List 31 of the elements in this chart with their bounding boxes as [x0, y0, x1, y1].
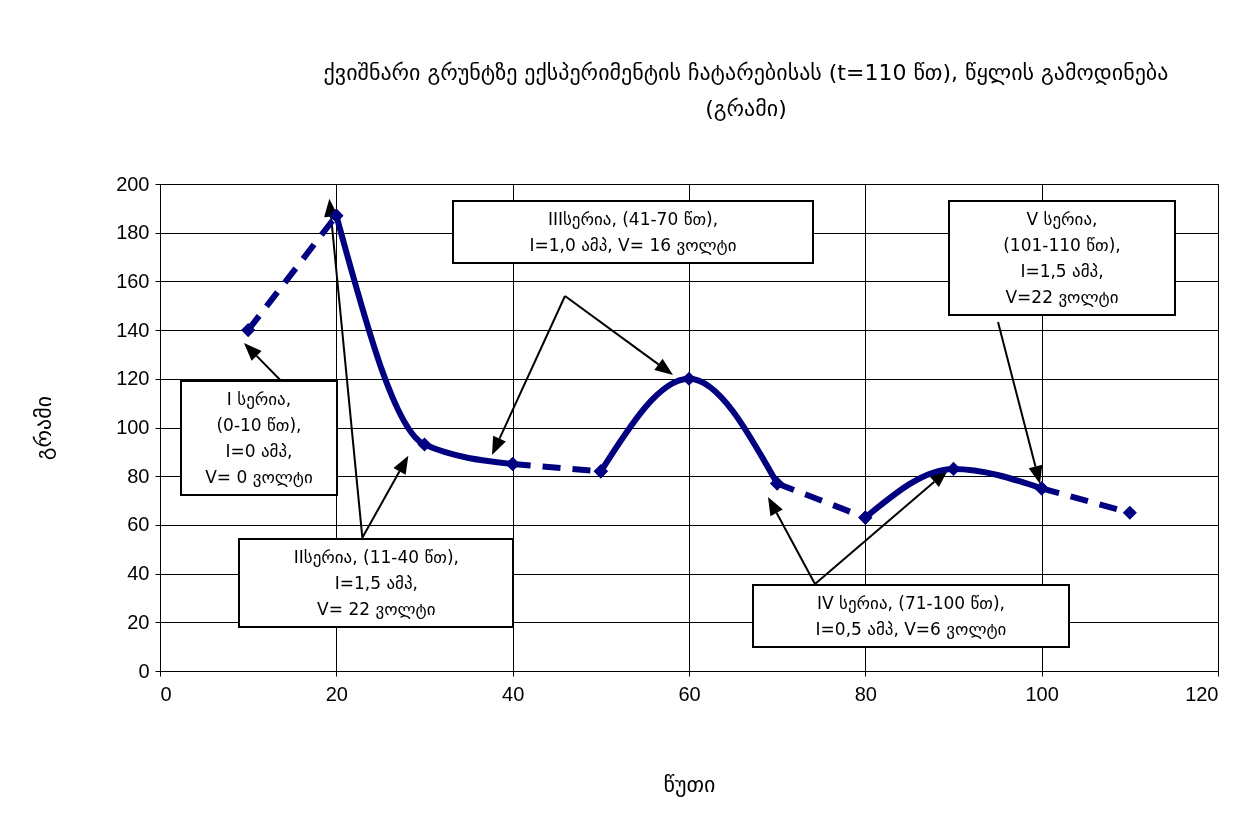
- x-tick-label: 40: [502, 682, 525, 705]
- y-tick-label: 0: [138, 659, 150, 682]
- annotation: V სერია, (101-110 წთ), I=1,5 ამპ, V=22 ვოლტი: [1002, 208, 1122, 309]
- y-tick-label: 80: [127, 464, 150, 487]
- y-tick-label: 60: [127, 513, 150, 536]
- chart-title: ქვიშნარი გრუნტზე ექსპერიმენტის ჩატარებისას (t=110 წთ), წყლის გამოდინება (გრამი): [322, 59, 1170, 123]
- note-box: V სერია, (101-110 წთ), I=1,5 ამპ, V=22 ვოლტი: [948, 200, 1176, 316]
- y-tick-label: 100: [116, 416, 150, 438]
- x-tick-label: 100: [1025, 682, 1059, 705]
- x-axis-title: წუთი: [663, 771, 716, 797]
- annotation: I სერია, (0-10 წთ), I=0 ამპ, V= 0 ვოლტი: [204, 388, 314, 489]
- note-box: IV სერია, (71-100 წთ), I=0,5 ამპ, V=6 ვოლტი: [752, 584, 1070, 648]
- annotation: IIსერია, (11-40 წთ), I=1,5 ამპ, V= 22 ვოლტი: [292, 545, 460, 621]
- x-tick-label: 60: [678, 682, 701, 705]
- note-box: IIIსერია, (41-70 წთ), I=1,0 ამპ, V= 16 ვოლტი: [452, 200, 814, 264]
- x-tick-label: 80: [854, 682, 877, 705]
- note-box: IIსერია, (11-40 წთ), I=1,5 ამპ, V= 22 ვოლტი: [238, 537, 515, 628]
- y-tick-label: 200: [116, 172, 150, 195]
- x-tick-label: 120: [1185, 682, 1219, 705]
- annotation: IIIსერია, (41-70 წთ), I=1,0 ამპ, V= 16 ვოლტი: [528, 208, 738, 257]
- y-axis-title: გრამი: [31, 395, 57, 461]
- x-tick-label: 0: [160, 682, 172, 705]
- y-tick-label: 20: [127, 610, 150, 633]
- note-box: I სერია, (0-10 წთ), I=0 ამპ, V= 0 ვოლტი: [180, 380, 338, 496]
- y-tick-label: 180: [116, 221, 150, 244]
- y-tick-label: 160: [116, 269, 150, 292]
- y-tick-label: 40: [127, 562, 150, 585]
- annotation: IV სერია, (71-100 წთ), I=0,5 ამპ, V=6 ვოლტი: [814, 592, 1008, 641]
- y-tick-label: 120: [116, 367, 150, 390]
- y-tick-label: 140: [116, 318, 150, 341]
- x-tick-label: 20: [325, 682, 348, 705]
